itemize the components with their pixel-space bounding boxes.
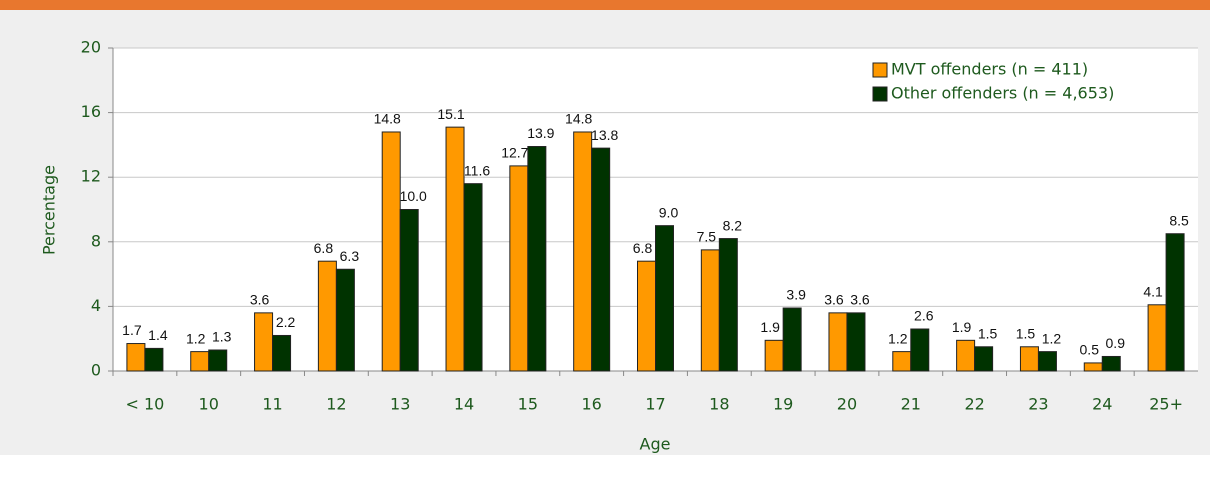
data-label: 6.8 (633, 240, 653, 256)
bar (573, 131, 593, 372)
bar (718, 238, 738, 372)
y-tick-label: 16 (81, 102, 101, 121)
data-label: 6.8 (314, 240, 334, 256)
x-tick-label: < 10 (125, 395, 164, 414)
bar (1019, 346, 1039, 372)
bar (509, 165, 529, 372)
bar (764, 339, 784, 372)
bar (527, 146, 547, 372)
bar (1083, 362, 1103, 372)
bar (317, 260, 337, 372)
data-label: 10.0 (400, 188, 427, 204)
y-axis-title: Percentage (40, 165, 59, 255)
x-tick-label: 24 (1092, 395, 1112, 414)
data-label: 11.6 (464, 162, 490, 178)
data-label: 1.5 (1016, 325, 1036, 341)
bar (655, 225, 674, 372)
data-label: 14.8 (565, 111, 592, 127)
data-label: 1.2 (888, 330, 908, 346)
x-tick-label: 20 (837, 395, 857, 414)
x-tick-label: 13 (390, 395, 410, 414)
bar (1147, 304, 1167, 372)
x-tick-label: 19 (773, 395, 793, 414)
bar (591, 147, 611, 372)
x-tick-label: 25+ (1149, 395, 1183, 414)
bar (956, 339, 976, 372)
x-tick-label: 23 (1028, 395, 1048, 414)
bar (463, 183, 483, 372)
data-label: 1.4 (148, 327, 168, 343)
y-tick-label: 0 (91, 361, 101, 380)
data-label: 3.9 (786, 287, 806, 303)
x-tick-label: 11 (262, 395, 282, 414)
legend-swatch (872, 86, 888, 102)
y-tick-label: 8 (91, 231, 101, 250)
bar (381, 131, 401, 372)
data-label: 0.9 (1106, 335, 1126, 351)
bar (399, 209, 419, 372)
x-tick-label: 17 (645, 395, 665, 414)
bar (892, 351, 912, 372)
legend-label: MVT offenders (n = 411) (891, 60, 1088, 79)
data-label: 1.2 (186, 330, 206, 346)
data-label: 2.2 (276, 314, 296, 330)
data-label: 1.3 (212, 329, 232, 345)
x-tick-label: 10 (199, 395, 219, 414)
x-tick-label: 18 (709, 395, 729, 414)
bar (1101, 355, 1121, 372)
bar (144, 347, 164, 372)
bar (828, 312, 848, 372)
data-label: 3.6 (850, 292, 870, 308)
bar (126, 343, 146, 372)
bar (1165, 233, 1185, 372)
data-label: 13.9 (527, 125, 554, 141)
data-label: 6.3 (340, 248, 360, 264)
bar (846, 312, 866, 372)
bar (190, 351, 210, 372)
x-axis-title: Age (640, 435, 671, 454)
bar (782, 307, 802, 372)
data-label: 8.2 (723, 217, 743, 233)
legend-swatch (872, 62, 888, 78)
top-bar (0, 0, 1210, 10)
bar (974, 346, 994, 372)
data-label: 4.1 (1143, 283, 1163, 299)
data-label: 2.6 (914, 308, 934, 324)
bar (272, 334, 292, 372)
x-tick-label: 16 (581, 395, 601, 414)
data-label: 3.6 (824, 292, 844, 308)
data-label: 9.0 (659, 204, 679, 220)
x-tick-label: 15 (518, 395, 538, 414)
bar (208, 349, 228, 372)
x-tick-label: 22 (964, 395, 984, 414)
bar (335, 268, 355, 372)
x-tick-label: 12 (326, 395, 346, 414)
data-label: 7.5 (697, 229, 717, 245)
bar (445, 126, 465, 372)
data-label: 14.8 (374, 111, 401, 127)
data-label: 13.8 (591, 127, 618, 143)
data-label: 15.1 (437, 106, 464, 122)
y-tick-label: 20 (81, 38, 101, 57)
bar (254, 312, 274, 372)
x-tick-label: 14 (454, 395, 474, 414)
legend-label: Other offenders (n = 4,653) (891, 84, 1114, 103)
bar (910, 328, 930, 372)
data-label: 1.5 (978, 325, 998, 341)
data-label: 12.7 (501, 145, 528, 161)
data-label: 1.7 (122, 322, 142, 338)
y-tick-label: 12 (81, 167, 101, 186)
bar (1037, 351, 1057, 372)
data-label: 8.5 (1169, 212, 1189, 228)
data-label: 1.9 (760, 319, 780, 335)
data-label: 1.9 (952, 319, 972, 335)
x-tick-label: 21 (901, 395, 921, 414)
data-label: 1.2 (1042, 330, 1062, 346)
data-label: 0.5 (1080, 342, 1100, 358)
data-label: 3.6 (250, 292, 270, 308)
bar (700, 249, 720, 372)
bar (637, 260, 656, 372)
y-tick-label: 4 (91, 296, 101, 315)
